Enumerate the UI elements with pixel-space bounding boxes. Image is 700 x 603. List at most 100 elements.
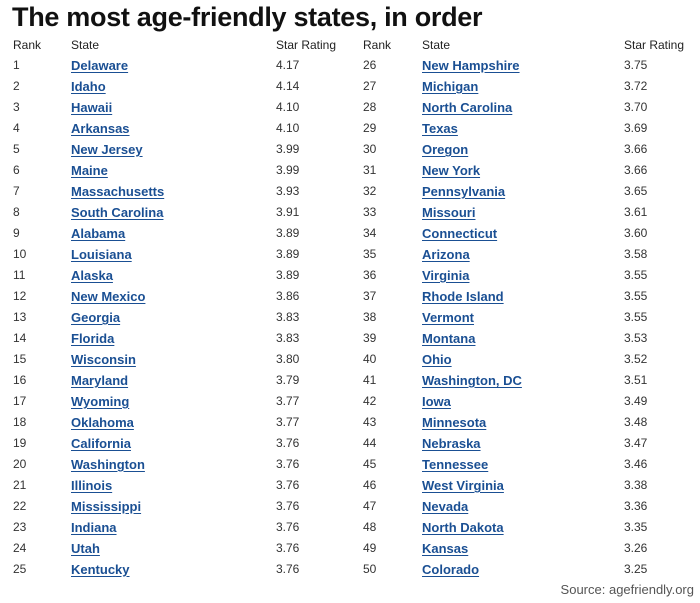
state-link[interactable]: Iowa	[422, 394, 451, 409]
rating-cell: 3.83	[276, 331, 300, 345]
state-link[interactable]: Missouri	[422, 205, 476, 220]
table-row: 16 Maryland 3.79	[12, 370, 352, 391]
state-link[interactable]: Nebraska	[422, 436, 481, 451]
ranking-table-right: Rank State Star Rating 26 New Hampshire 3.…	[362, 36, 700, 580]
rank-cell: 29	[363, 121, 377, 135]
state-link[interactable]: Kentucky	[71, 562, 130, 577]
state-link[interactable]: Tennessee	[422, 457, 489, 472]
state-link[interactable]: Pennsylvania	[422, 184, 506, 199]
table-row: 4 Arkansas 4.10	[12, 118, 352, 139]
rating-cell: 3.76	[276, 436, 300, 450]
state-link[interactable]: Minnesota	[422, 415, 487, 430]
rank-cell: 37	[363, 289, 377, 303]
state-link[interactable]: Montana	[422, 331, 476, 346]
state-link[interactable]: Louisiana	[71, 247, 132, 262]
state-link[interactable]: Colorado	[422, 562, 480, 577]
state-link[interactable]: Georgia	[71, 310, 121, 325]
rating-header: Star Rating	[276, 38, 337, 52]
state-link[interactable]: Rhode Island	[422, 289, 504, 304]
rating-cell: 3.66	[624, 142, 648, 156]
state-link[interactable]: Alaska	[71, 268, 113, 283]
state-link[interactable]: Florida	[71, 331, 115, 346]
rating-cell: 3.76	[276, 478, 300, 492]
state-link[interactable]: Washington	[71, 457, 145, 472]
state-link[interactable]: Indiana	[71, 520, 117, 535]
table-row: 20 Washington 3.76	[12, 454, 352, 475]
table-row: 18 Oklahoma 3.77	[12, 412, 352, 433]
rating-cell: 3.76	[276, 499, 300, 513]
rating-cell: 3.65	[624, 184, 648, 198]
state-link[interactable]: Delaware	[71, 58, 129, 73]
table-row: 13 Georgia 3.83	[12, 307, 352, 328]
state-link[interactable]: Maryland	[71, 373, 129, 388]
state-link[interactable]: Idaho	[71, 79, 106, 94]
table-row: 3 Hawaii 4.10	[12, 97, 352, 118]
state-link[interactable]: Nevada	[422, 499, 469, 514]
state-link[interactable]: Wyoming	[71, 394, 130, 409]
rank-cell: 46	[363, 478, 377, 492]
state-link[interactable]: California	[71, 436, 131, 451]
state-link[interactable]: Massachusetts	[71, 184, 165, 199]
state-link[interactable]: New Hampshire	[422, 58, 520, 73]
rating-cell: 3.77	[276, 415, 300, 429]
state-link[interactable]: Illinois	[71, 478, 113, 493]
state-link[interactable]: New Mexico	[71, 289, 146, 304]
table-header: Rank State Star Rating	[362, 36, 700, 54]
rating-cell: 3.76	[276, 457, 300, 471]
rating-cell: 3.66	[624, 163, 648, 177]
rank-cell: 35	[363, 247, 377, 261]
state-link[interactable]: Ohio	[422, 352, 452, 367]
state-link[interactable]: Arkansas	[71, 121, 130, 136]
state-link[interactable]: Utah	[71, 541, 100, 556]
state-link[interactable]: Virginia	[422, 268, 470, 283]
rating-cell: 3.89	[276, 226, 300, 240]
rank-cell: 44	[363, 436, 377, 450]
state-link[interactable]: Alabama	[71, 226, 126, 241]
rank-header: Rank	[13, 38, 42, 52]
table-row: 22 Mississippi 3.76	[12, 496, 352, 517]
rank-cell: 4	[13, 121, 20, 135]
rating-cell: 3.38	[624, 478, 648, 492]
rating-cell: 3.55	[624, 310, 648, 324]
state-link[interactable]: Kansas	[422, 541, 469, 556]
table-row: 46 West Virginia 3.38	[362, 475, 700, 496]
state-link[interactable]: Texas	[422, 121, 458, 136]
table-body: 26 New Hampshire 3.75 27 Michigan 3.72 28 North…	[362, 55, 700, 580]
rating-cell: 3.99	[276, 142, 300, 156]
rating-cell: 3.52	[624, 352, 648, 366]
table-row: 29 Texas 3.69	[362, 118, 700, 139]
rank-cell: 27	[363, 79, 377, 93]
state-link[interactable]: North Dakota	[422, 520, 504, 535]
state-link[interactable]: Connecticut	[422, 226, 498, 241]
state-link[interactable]: West Virginia	[422, 478, 504, 493]
table-row: 14 Florida 3.83	[12, 328, 352, 349]
table-row: 30 Oregon 3.66	[362, 139, 700, 160]
state-link[interactable]: Wisconsin	[71, 352, 136, 367]
rank-cell: 12	[13, 289, 27, 303]
table-row: 48 North Dakota 3.35	[362, 517, 700, 538]
rank-cell: 15	[13, 352, 27, 366]
table-header: Rank State Star Rating	[12, 36, 352, 54]
state-link[interactable]: Oregon	[422, 142, 469, 157]
state-link[interactable]: North Carolina	[422, 100, 513, 115]
state-link[interactable]: Michigan	[422, 79, 479, 94]
table-row: 31 New York 3.66	[362, 160, 700, 181]
state-header: State	[422, 38, 451, 52]
state-link[interactable]: Mississippi	[71, 499, 142, 514]
state-link[interactable]: Oklahoma	[71, 415, 134, 430]
rank-cell: 24	[13, 541, 27, 555]
state-link[interactable]: Washington, DC	[422, 373, 522, 388]
state-link[interactable]: Hawaii	[71, 100, 113, 115]
state-link[interactable]: South Carolina	[71, 205, 164, 220]
table-row: 25 Kentucky 3.76	[12, 559, 352, 580]
rank-cell: 11	[13, 268, 26, 282]
rating-cell: 3.89	[276, 247, 300, 261]
rank-cell: 39	[363, 331, 377, 345]
state-link[interactable]: New York	[422, 163, 481, 178]
state-link[interactable]: New Jersey	[71, 142, 143, 157]
state-link[interactable]: Arizona	[422, 247, 470, 262]
rank-cell: 21	[13, 478, 27, 492]
state-link[interactable]: Vermont	[422, 310, 475, 325]
state-link[interactable]: Maine	[71, 163, 108, 178]
rating-cell: 3.89	[276, 268, 300, 282]
